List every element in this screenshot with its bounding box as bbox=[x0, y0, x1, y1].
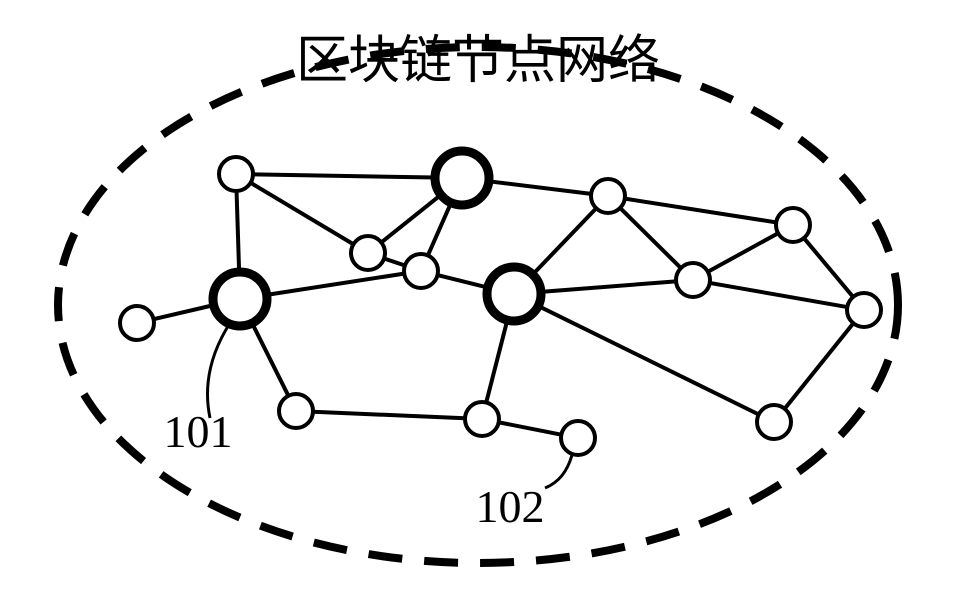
node bbox=[591, 179, 625, 213]
node bbox=[757, 405, 791, 439]
node bbox=[465, 402, 499, 436]
node bbox=[676, 263, 710, 297]
node-big bbox=[487, 267, 541, 321]
node bbox=[219, 157, 253, 191]
node bbox=[120, 306, 154, 340]
node-label: 102 bbox=[476, 481, 545, 532]
node-big bbox=[213, 272, 267, 326]
node bbox=[776, 208, 810, 242]
edge bbox=[237, 191, 240, 272]
node-big bbox=[435, 151, 489, 205]
node bbox=[279, 394, 313, 428]
node bbox=[847, 293, 881, 327]
node bbox=[404, 254, 438, 288]
node bbox=[561, 421, 595, 455]
node bbox=[351, 236, 385, 270]
diagram-title: 区块链节点网络 bbox=[296, 33, 660, 90]
node-label: 101 bbox=[164, 406, 233, 457]
